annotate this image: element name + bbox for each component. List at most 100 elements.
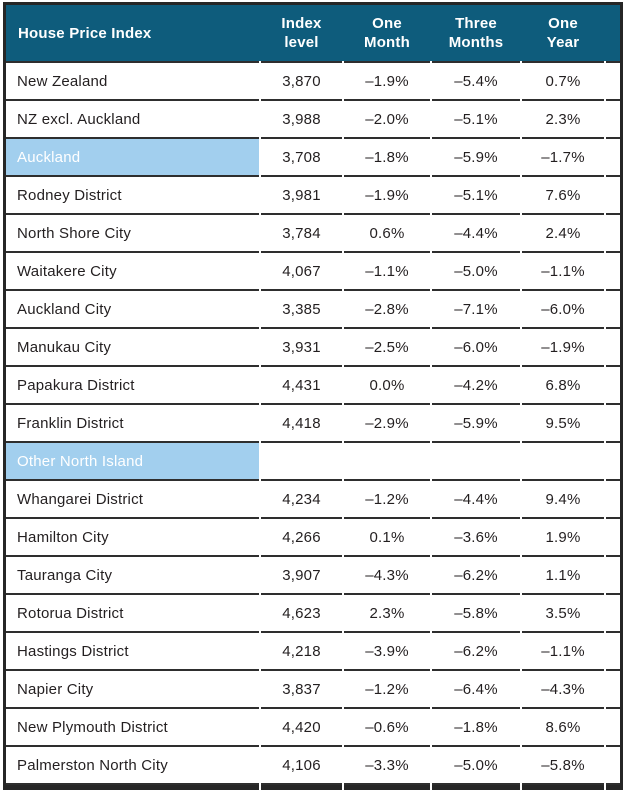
cell-index-level: 4,234 bbox=[260, 481, 343, 520]
cell-spacer bbox=[605, 709, 620, 748]
row-label: NZ excl. Auckland bbox=[6, 101, 260, 140]
col-header-index-level: Index level bbox=[260, 5, 343, 64]
cell-spacer bbox=[605, 101, 620, 140]
cell-one-year: –6.0% bbox=[521, 291, 605, 330]
column-divider bbox=[259, 61, 261, 791]
table-title: House Price Index bbox=[6, 5, 260, 64]
table-row: Rotorua District 4,623 2.3% –5.8% 3.5% bbox=[6, 595, 620, 634]
cell-one-month bbox=[343, 443, 431, 482]
row-label: Franklin District bbox=[6, 405, 260, 444]
data-table: House Price Index Index level One Month … bbox=[6, 5, 620, 786]
cell-three-months: –4.2% bbox=[431, 367, 521, 406]
table-row: Franklin District 4,418 –2.9% –5.9% 9.5% bbox=[6, 405, 620, 444]
section-row: Auckland 3,708 –1.8% –5.9% –1.7% bbox=[6, 139, 620, 178]
cell-spacer bbox=[605, 367, 620, 406]
cell-one-month: –1.9% bbox=[343, 63, 431, 102]
cell-one-year: 9.5% bbox=[521, 405, 605, 444]
table-row: Hastings District 4,218 –3.9% –6.2% –1.1… bbox=[6, 633, 620, 672]
cell-index-level: 4,067 bbox=[260, 253, 343, 292]
table-body: New Zealand 3,870 –1.9% –5.4% 0.7% NZ ex… bbox=[6, 63, 620, 786]
table-row: Auckland City 3,385 –2.8% –7.1% –6.0% bbox=[6, 291, 620, 330]
cell-spacer bbox=[605, 253, 620, 292]
cell-one-month: 2.3% bbox=[343, 595, 431, 634]
table-row: Rodney District 3,981 –1.9% –5.1% 7.6% bbox=[6, 177, 620, 216]
cell-three-months: –4.4% bbox=[431, 481, 521, 520]
cell-one-year: 9.4% bbox=[521, 481, 605, 520]
row-label: Waitakere City bbox=[6, 253, 260, 292]
table-row: Manukau City 3,931 –2.5% –6.0% –1.9% bbox=[6, 329, 620, 368]
cell-spacer bbox=[605, 595, 620, 634]
cell-one-month: –2.8% bbox=[343, 291, 431, 330]
cell-spacer bbox=[605, 405, 620, 444]
cell-one-month: 0.0% bbox=[343, 367, 431, 406]
cell-one-month: –1.8% bbox=[343, 139, 431, 178]
cell-index-level: 3,988 bbox=[260, 101, 343, 140]
cell-spacer bbox=[605, 557, 620, 596]
cell-index-level: 4,431 bbox=[260, 367, 343, 406]
table-row: Napier City 3,837 –1.2% –6.4% –4.3% bbox=[6, 671, 620, 710]
cell-three-months: –5.4% bbox=[431, 63, 521, 102]
column-divider bbox=[430, 61, 432, 791]
cell-index-level: 3,870 bbox=[260, 63, 343, 102]
table-row: Tauranga City 3,907 –4.3% –6.2% 1.1% bbox=[6, 557, 620, 596]
cell-three-months: –6.0% bbox=[431, 329, 521, 368]
cell-three-months bbox=[431, 443, 521, 482]
cell-index-level: 4,418 bbox=[260, 405, 343, 444]
cell-index-level: 4,266 bbox=[260, 519, 343, 558]
cell-one-year bbox=[521, 443, 605, 482]
table-row: Papakura District 4,431 0.0% –4.2% 6.8% bbox=[6, 367, 620, 406]
row-label: New Zealand bbox=[6, 63, 260, 102]
cell-index-level: 4,420 bbox=[260, 709, 343, 748]
cell-one-year: 2.3% bbox=[521, 101, 605, 140]
cell-one-year: 0.7% bbox=[521, 63, 605, 102]
row-label: Tauranga City bbox=[6, 557, 260, 596]
row-label: Rotorua District bbox=[6, 595, 260, 634]
cell-three-months: –5.1% bbox=[431, 101, 521, 140]
cell-spacer bbox=[605, 177, 620, 216]
cell-three-months: –6.4% bbox=[431, 671, 521, 710]
cell-spacer bbox=[605, 329, 620, 368]
cell-one-year: –1.7% bbox=[521, 139, 605, 178]
row-label: Rodney District bbox=[6, 177, 260, 216]
cell-spacer bbox=[605, 215, 620, 254]
cell-three-months: –4.4% bbox=[431, 215, 521, 254]
cell-spacer bbox=[605, 443, 620, 482]
row-label: Papakura District bbox=[6, 367, 260, 406]
cell-three-months: –1.8% bbox=[431, 709, 521, 748]
row-label: Napier City bbox=[6, 671, 260, 710]
table-row: Waitakere City 4,067 –1.1% –5.0% –1.1% bbox=[6, 253, 620, 292]
row-label: Other North Island bbox=[6, 443, 260, 482]
table-row: New Zealand 3,870 –1.9% –5.4% 0.7% bbox=[6, 63, 620, 102]
cell-index-level: 3,837 bbox=[260, 671, 343, 710]
cell-three-months: –5.9% bbox=[431, 405, 521, 444]
cell-one-year: 1.9% bbox=[521, 519, 605, 558]
cell-index-level: 3,931 bbox=[260, 329, 343, 368]
section-row: Other North Island bbox=[6, 443, 620, 482]
cell-one-year: –1.1% bbox=[521, 633, 605, 672]
cell-spacer bbox=[605, 291, 620, 330]
cell-index-level: 3,784 bbox=[260, 215, 343, 254]
cell-one-year: –1.9% bbox=[521, 329, 605, 368]
column-divider bbox=[604, 61, 606, 791]
cell-three-months: –5.0% bbox=[431, 747, 521, 786]
cell-spacer bbox=[605, 481, 620, 520]
cell-one-year: –4.3% bbox=[521, 671, 605, 710]
cell-one-month: 0.6% bbox=[343, 215, 431, 254]
cell-three-months: –6.2% bbox=[431, 633, 521, 672]
row-label: New Plymouth District bbox=[6, 709, 260, 748]
cell-one-month: –1.1% bbox=[343, 253, 431, 292]
cell-one-year: 7.6% bbox=[521, 177, 605, 216]
cell-one-year: 2.4% bbox=[521, 215, 605, 254]
cell-index-level: 4,218 bbox=[260, 633, 343, 672]
row-label: Auckland bbox=[6, 139, 260, 178]
row-label: Whangarei District bbox=[6, 481, 260, 520]
cell-one-month: –2.9% bbox=[343, 405, 431, 444]
cell-three-months: –5.0% bbox=[431, 253, 521, 292]
row-label: Hastings District bbox=[6, 633, 260, 672]
cell-three-months: –7.1% bbox=[431, 291, 521, 330]
cell-one-year: 1.1% bbox=[521, 557, 605, 596]
table-row: New Plymouth District 4,420 –0.6% –1.8% … bbox=[6, 709, 620, 748]
header-row: House Price Index Index level One Month … bbox=[6, 5, 620, 64]
cell-index-level bbox=[260, 443, 343, 482]
cell-index-level: 3,708 bbox=[260, 139, 343, 178]
